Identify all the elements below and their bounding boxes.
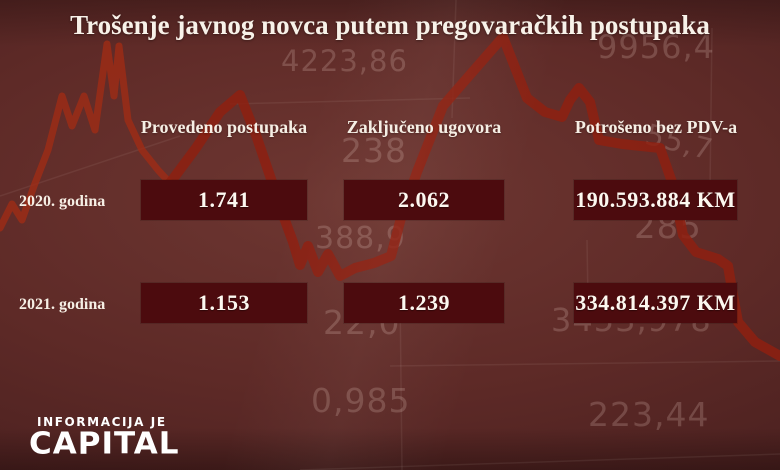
value-box-2021-potroseno: 334.814.397 KM xyxy=(574,283,737,323)
watermark-number: 238 xyxy=(341,131,407,170)
watermark-number: 223,44 xyxy=(588,395,710,434)
column-header-zakljuceno-ugovora: Zaključeno ugovora xyxy=(346,117,502,137)
page-title: Trošenje javnog novca putem pregovarački… xyxy=(70,10,710,40)
value-box-2020-provedeno: 1.741 xyxy=(141,180,307,220)
value-box-2021-provedeno: 1.153 xyxy=(141,283,307,323)
value-2021-provedeno: 1.153 xyxy=(198,290,250,315)
column-header-provedeno-postupaka: Provedeno postupaka xyxy=(140,117,308,137)
value-2020-zakljuceno: 2.062 xyxy=(398,187,450,212)
value-2020-potroseno: 190.593.884 KM xyxy=(575,187,736,212)
row-label-2021: 2021. godina xyxy=(19,296,106,313)
value-2021-potroseno: 334.814.397 KM xyxy=(575,290,736,315)
logo-wordmark: CAPITAL xyxy=(29,426,180,462)
row-label-2020: 2020. godina xyxy=(19,193,106,210)
column-header-potroseno-bez-pdva: Potrošeno bez PDV-a xyxy=(574,117,738,137)
watermark-number: 0,985 xyxy=(311,381,411,420)
value-2020-provedeno: 1.741 xyxy=(198,187,250,212)
watermark-number: 4223,86 xyxy=(281,44,408,78)
value-2021-zakljuceno: 1.239 xyxy=(398,290,450,315)
watermark-number: 388,9 xyxy=(315,221,406,256)
value-box-2020-potroseno: 190.593.884 KM xyxy=(574,180,737,220)
value-box-2021-zakljuceno: 1.239 xyxy=(344,283,504,323)
value-box-2020-zakljuceno: 2.062 xyxy=(344,180,504,220)
capital-logo: INFORMACIJA JE CAPITAL xyxy=(29,415,179,460)
logo-tagline: INFORMACIJA JE xyxy=(37,415,167,429)
